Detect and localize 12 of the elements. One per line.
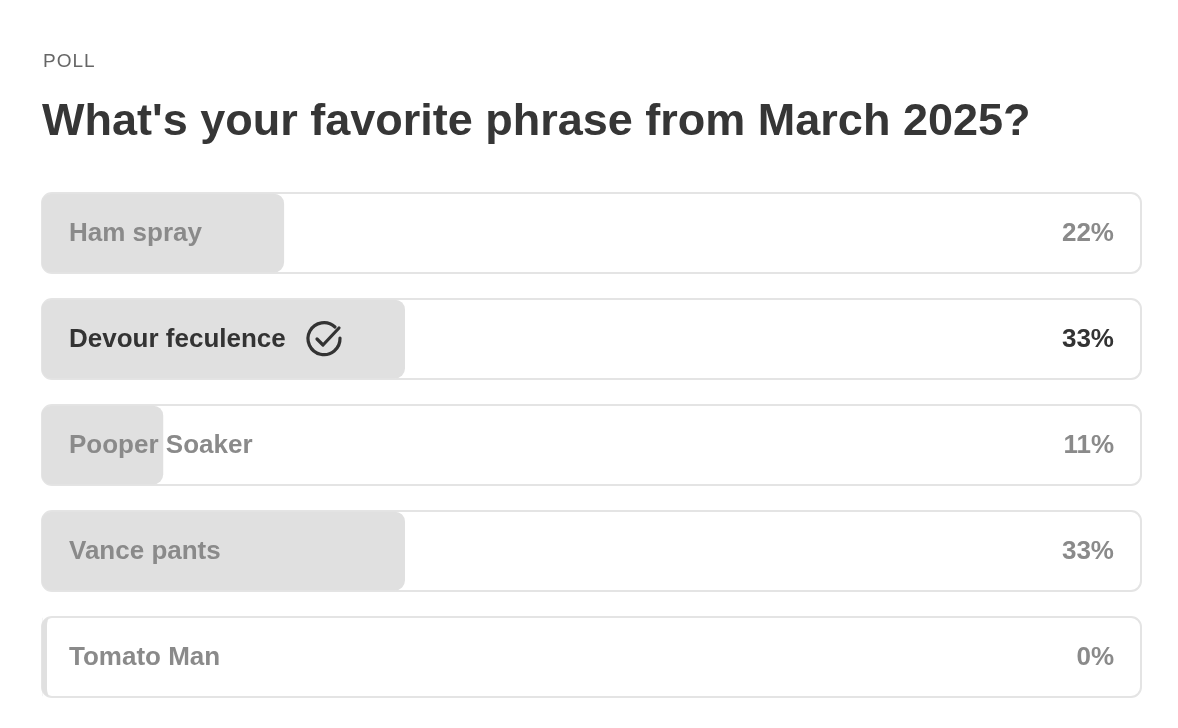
y-tick-label: Ham spray [69, 217, 203, 248]
y-tick-label: Vance pants [69, 535, 221, 566]
data-label: 11% [1063, 429, 1114, 460]
data-label: 0% [1076, 641, 1114, 672]
data-label: 33% [1061, 535, 1114, 566]
y-tick-label: Tomato Man [69, 641, 221, 672]
data-label: 33% [1061, 323, 1114, 354]
data-label: 22% [1061, 217, 1114, 248]
chart-subtitle: POLL [43, 50, 96, 72]
y-tick-label: Pooper Soaker [69, 429, 253, 460]
y-tick-label: Devour feculence [69, 323, 286, 354]
chart-title: What's your favorite phrase from March 2025? [42, 94, 1031, 146]
